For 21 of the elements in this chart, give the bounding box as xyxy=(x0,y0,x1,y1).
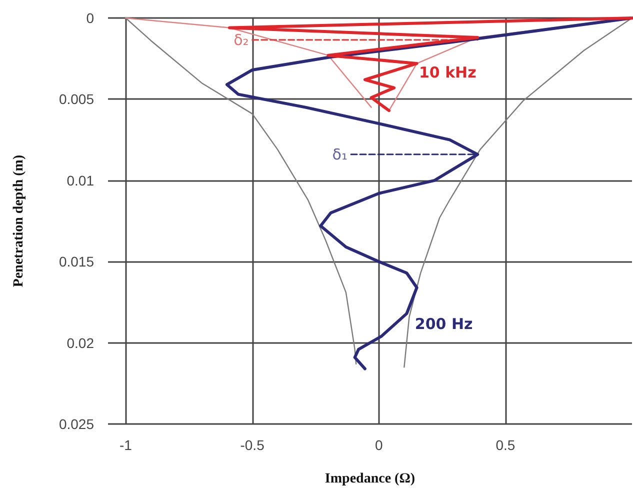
y-tick-label: 0.01 xyxy=(66,172,94,188)
annotation: δ₁ xyxy=(332,145,348,164)
y-axis-title: Penetration depth (m) xyxy=(12,154,26,288)
y-tick-label: 0 xyxy=(86,10,94,26)
line-series xyxy=(404,17,633,368)
line-series xyxy=(125,17,372,108)
line-series xyxy=(225,16,633,370)
x-tick-label: 0 xyxy=(374,437,383,453)
x-tick-label: -0.5 xyxy=(240,437,265,453)
annotation: δ₂ xyxy=(234,30,249,49)
x-tick-label: -1 xyxy=(119,437,132,453)
line-series xyxy=(228,16,633,112)
y-tick-label: 0.025 xyxy=(58,416,94,432)
line-series xyxy=(125,17,357,365)
y-tick-label: 0.02 xyxy=(66,334,94,351)
y-tick-label: 0.015 xyxy=(58,254,94,270)
x-axis-title: Impedance (Ω) xyxy=(324,472,416,486)
x-tick-label: 0.5 xyxy=(496,437,516,453)
series-label: 10 kHz xyxy=(418,64,477,82)
y-tick-label: 0.005 xyxy=(58,91,94,108)
series-label: 200 Hz xyxy=(414,314,474,333)
